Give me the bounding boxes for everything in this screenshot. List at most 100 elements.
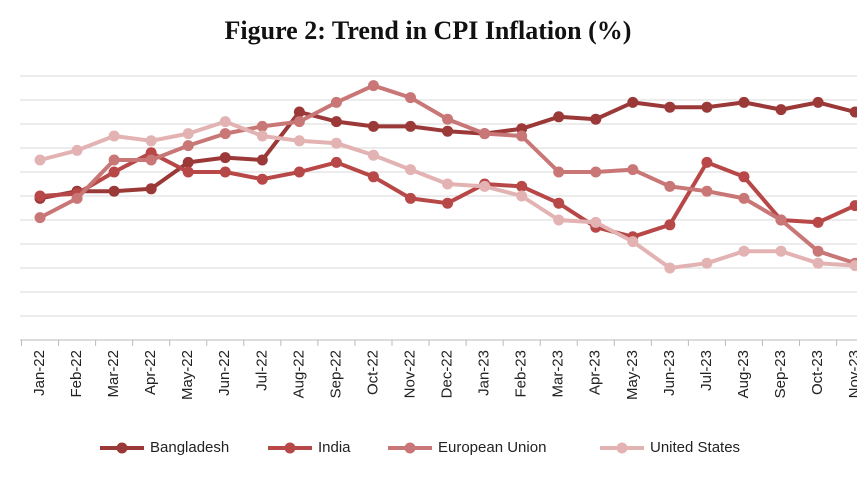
data-point (775, 104, 787, 116)
x-tick-label: Sep-22 (327, 350, 344, 398)
data-point (182, 156, 194, 168)
x-tick-label: Sep-23 (772, 350, 789, 398)
data-point (293, 166, 305, 178)
data-point (442, 125, 454, 137)
data-point (442, 178, 454, 190)
x-tick-label: Aug-22 (290, 350, 307, 398)
x-tick-label: Apr-23 (587, 350, 604, 395)
data-point (330, 156, 342, 168)
data-point (849, 106, 857, 118)
legend-marker (284, 442, 296, 454)
x-tick-label: Jan-22 (31, 350, 48, 396)
data-point (812, 96, 824, 108)
data-point (775, 214, 787, 226)
data-point (738, 192, 750, 204)
data-point (108, 166, 120, 178)
x-tick-label: Jun-22 (216, 350, 233, 396)
x-tick-label: Mar-23 (550, 350, 567, 398)
data-point (108, 154, 120, 166)
x-tick-label: May-23 (624, 350, 641, 400)
data-point (367, 80, 379, 92)
data-point (330, 116, 342, 128)
data-point (553, 214, 565, 226)
data-point (812, 257, 824, 269)
data-point (812, 216, 824, 228)
data-point (516, 180, 528, 192)
data-point (256, 120, 268, 132)
data-point (590, 216, 602, 228)
x-tick-label: Nov-23 (846, 350, 857, 398)
data-point (627, 236, 639, 248)
x-tick-label: Feb-23 (513, 350, 530, 398)
data-point (256, 130, 268, 142)
x-tick-label: Jun-23 (661, 350, 678, 396)
x-tick-label: Mar-22 (105, 350, 122, 398)
data-point (590, 113, 602, 125)
data-point (293, 135, 305, 147)
data-point (738, 245, 750, 257)
data-point (330, 137, 342, 149)
x-tick-label: Nov-22 (401, 350, 418, 398)
data-point (553, 197, 565, 209)
data-point (145, 154, 157, 166)
data-point (664, 219, 676, 231)
data-point (738, 96, 750, 108)
data-point (219, 152, 231, 164)
data-point (182, 140, 194, 152)
data-point (367, 149, 379, 161)
data-point (553, 111, 565, 123)
data-point (108, 185, 120, 197)
data-point (405, 192, 417, 204)
data-point (516, 130, 528, 142)
legend-marker (616, 442, 628, 454)
data-point (442, 113, 454, 125)
data-point (701, 257, 713, 269)
data-point (219, 116, 231, 128)
legend-marker (116, 442, 128, 454)
data-point (627, 164, 639, 176)
x-tick-label: Apr-22 (142, 350, 159, 395)
data-point (256, 154, 268, 166)
data-point (108, 130, 120, 142)
x-tick-label: Jul-23 (698, 350, 715, 391)
data-point (516, 190, 528, 202)
data-point (849, 200, 857, 212)
data-point (590, 166, 602, 178)
x-tick-label: Jan-23 (476, 350, 493, 396)
x-tick-label: Feb-22 (68, 350, 85, 398)
x-tick-label: Oct-22 (364, 350, 381, 395)
data-point (479, 180, 491, 192)
legend-label: Bangladesh (150, 439, 229, 456)
legend-label: India (318, 439, 351, 456)
data-point (34, 212, 46, 224)
data-point (479, 128, 491, 140)
data-point (701, 156, 713, 168)
data-point (219, 128, 231, 140)
x-tick-label: Dec-22 (439, 350, 456, 398)
data-point (330, 96, 342, 108)
data-point (664, 101, 676, 113)
data-point (664, 180, 676, 192)
data-point (34, 154, 46, 166)
data-point (182, 166, 194, 178)
data-point (405, 92, 417, 104)
chart-title: Figure 2: Trend in CPI Inflation (%) (225, 16, 632, 45)
x-tick-label: Oct-23 (809, 350, 826, 395)
data-point (405, 164, 417, 176)
data-point (219, 166, 231, 178)
data-point (442, 197, 454, 209)
legend-marker (404, 442, 416, 454)
data-point (775, 245, 787, 257)
data-point (405, 120, 417, 132)
data-point (293, 106, 305, 118)
data-point (701, 101, 713, 113)
data-point (256, 173, 268, 185)
data-point (34, 190, 46, 202)
data-point (738, 171, 750, 183)
data-point (849, 260, 857, 272)
data-point (145, 135, 157, 147)
x-tick-label: May-22 (179, 350, 196, 400)
data-point (71, 144, 83, 156)
data-point (367, 120, 379, 132)
